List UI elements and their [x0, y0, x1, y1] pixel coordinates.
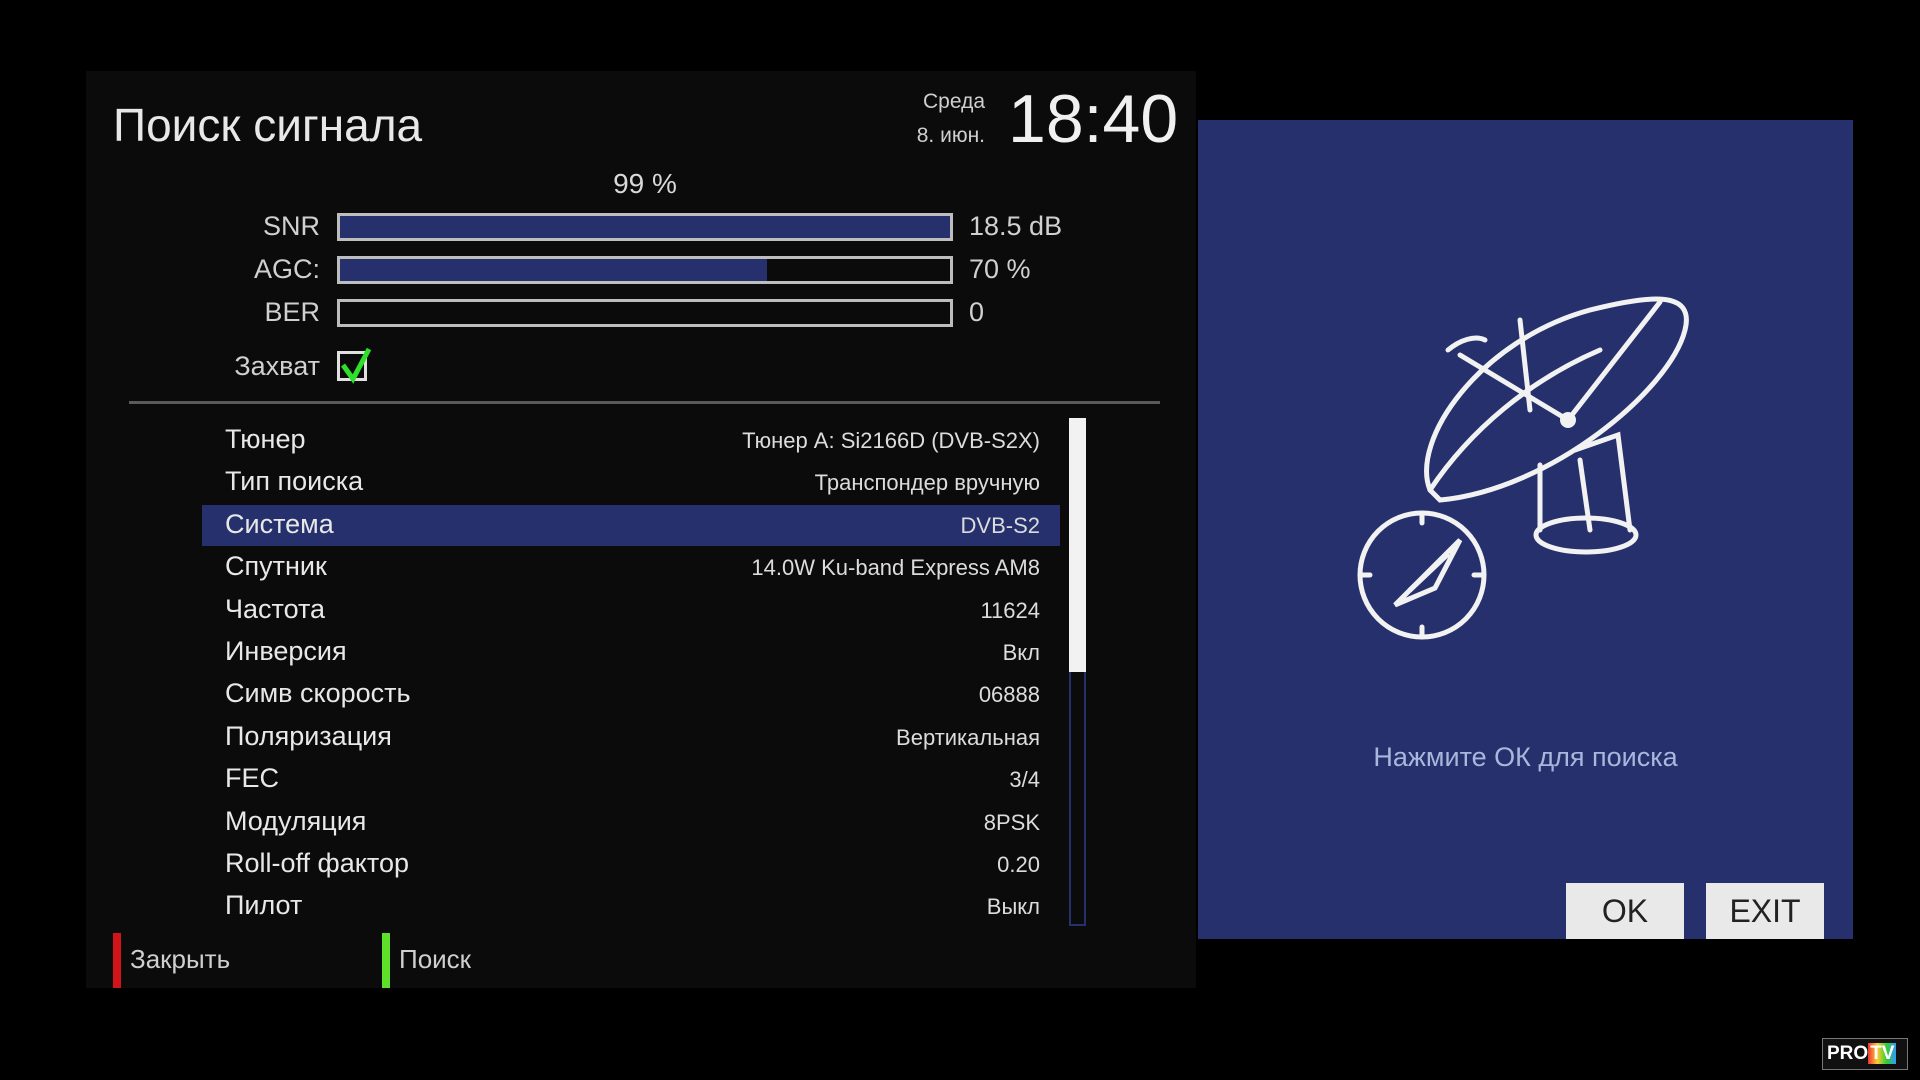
- setting-value: 11624: [980, 597, 1040, 623]
- setting-row[interactable]: Пилот Выкл: [202, 886, 1060, 927]
- page-title: Поиск сигнала: [113, 99, 423, 151]
- search-dialog: [1198, 120, 1853, 939]
- meter-label: SNR: [262, 211, 320, 241]
- setting-label: Частота: [225, 593, 326, 624]
- meter-label: AGC:: [253, 254, 320, 284]
- protv-watermark-logo: PRO TV: [1822, 1038, 1908, 1070]
- meter-value: 18.5 dB: [969, 211, 1063, 241]
- setting-row[interactable]: Система DVB-S2: [202, 504, 1060, 546]
- setting-value: 14.0W Ku-band Express AM8: [751, 555, 1040, 581]
- setting-label: Пилот: [225, 890, 303, 921]
- meter-value: 0: [969, 297, 985, 327]
- setting-value: DVB-S2: [960, 512, 1040, 538]
- meter-bar: [337, 213, 953, 241]
- ok-button[interactable]: OK: [1566, 883, 1684, 939]
- lock-label: Захват: [234, 351, 320, 381]
- setting-row[interactable]: Модуляция 8PSK: [202, 802, 1060, 843]
- setting-row[interactable]: Симв скорость 06888: [202, 674, 1060, 715]
- setting-value: Тюнер A: Si2166D (DVB-S2X): [742, 428, 1040, 453]
- setting-label: Roll-off фактор: [225, 848, 409, 878]
- close-button[interactable]: Закрыть: [130, 944, 231, 974]
- green-key-indicator: [382, 933, 390, 988]
- setting-label: Модуляция: [225, 805, 367, 836]
- setting-value: Вкл: [1002, 640, 1040, 665]
- meter-fill: [340, 216, 950, 238]
- divider: [129, 401, 1160, 404]
- setting-row[interactable]: Поляризация Вертикальная: [202, 717, 1060, 758]
- setting-value: 06888: [978, 682, 1040, 708]
- setting-label: FEC: [225, 763, 279, 794]
- clock: 18:40: [1008, 81, 1179, 157]
- setting-row[interactable]: Roll-off фактор 0.20: [202, 844, 1060, 885]
- setting-value: Вертикальная: [896, 724, 1040, 750]
- meter-label: BER: [264, 297, 320, 327]
- lock-checkbox: [337, 347, 372, 384]
- setting-label: Спутник: [225, 551, 327, 582]
- date: 8. июн.: [916, 124, 985, 147]
- setting-label: Тюнер: [225, 424, 306, 454]
- setting-value: 3/4: [1009, 767, 1040, 793]
- search-button[interactable]: Поиск: [399, 944, 472, 974]
- setting-row[interactable]: Инверсия Вкл: [202, 632, 1060, 673]
- search-hint: Нажмите ОК для поиска: [1373, 742, 1678, 772]
- exit-button[interactable]: EXIT: [1706, 883, 1824, 939]
- setting-value: 8PSK: [983, 809, 1040, 835]
- signal-quality: 99 %: [613, 168, 677, 199]
- setting-label: Система: [225, 508, 334, 539]
- checkmark-icon: [340, 347, 372, 384]
- satellite-dish-compass-icon: [1357, 296, 1689, 640]
- setting-label: Инверсия: [225, 636, 347, 666]
- meter-fill: [340, 259, 767, 281]
- setting-value: 0.20: [997, 852, 1040, 877]
- red-key-indicator: [113, 933, 121, 988]
- weekday: Среда: [923, 90, 985, 113]
- setting-row[interactable]: Спутник 14.0W Ku-band Express AM8: [202, 547, 1060, 588]
- meter-value: 70 %: [969, 254, 1031, 284]
- setting-row[interactable]: Тип поиска Транспондер вручную: [202, 462, 1060, 503]
- setting-row[interactable]: Тюнер Тюнер A: Si2166D (DVB-S2X): [202, 420, 1060, 461]
- setting-label: Поляризация: [225, 720, 392, 751]
- meter-bar: [337, 299, 953, 327]
- scrollbar-thumb[interactable]: [1069, 418, 1086, 672]
- setting-value: Транспондер вручную: [814, 470, 1040, 496]
- setting-label: Тип поиска: [225, 466, 364, 497]
- meter-bar: [337, 256, 953, 284]
- setting-label: Симв скорость: [225, 678, 411, 709]
- setting-value: Выкл: [986, 894, 1040, 920]
- setting-row[interactable]: Частота 11624: [202, 590, 1060, 631]
- setting-row[interactable]: FEC 3/4: [202, 759, 1060, 800]
